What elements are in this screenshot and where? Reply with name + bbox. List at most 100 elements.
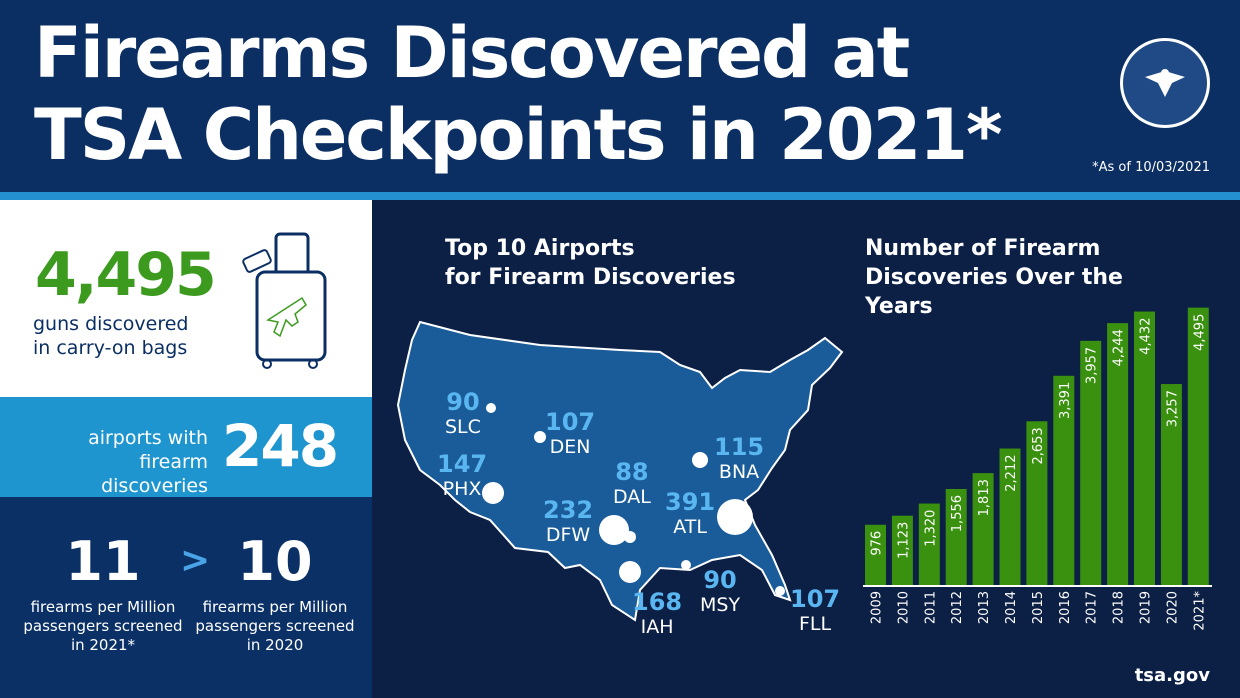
map-title: Top 10 Airports for Firearm Discoveries bbox=[445, 234, 736, 292]
bar-value-label: 976 bbox=[870, 531, 885, 556]
bar-2016 bbox=[1053, 375, 1075, 585]
rate-2021-caption: firearms per Million passengers screened i… bbox=[18, 598, 188, 655]
airport-count: 232 bbox=[543, 496, 594, 524]
x-tick-label: 2010 bbox=[896, 591, 911, 624]
bar-value-label: 3,257 bbox=[1165, 390, 1180, 427]
as-of-note: *As of 10/03/2021 bbox=[1092, 160, 1210, 175]
bar-2019 bbox=[1134, 311, 1155, 585]
airport-marker-bna bbox=[692, 452, 708, 468]
caption-line: passengers screened bbox=[23, 617, 183, 635]
airport-code: PHX bbox=[442, 478, 482, 500]
caption-line: firearms per Million bbox=[202, 598, 348, 616]
airport-code: DFW bbox=[545, 524, 591, 546]
caption-line: airports with bbox=[88, 427, 208, 449]
airport-count: 90 bbox=[446, 388, 480, 416]
airports-count: 248 bbox=[222, 412, 339, 480]
airport-label-fll: 107 FLL bbox=[790, 587, 840, 637]
rate-panel bbox=[0, 497, 372, 698]
bar-value-label: 4,495 bbox=[1192, 314, 1207, 351]
title-line: Top 10 Airports bbox=[445, 236, 635, 261]
bar-value-label: 1,556 bbox=[950, 495, 965, 532]
rate-2020-caption: firearms per Million passengers screened i… bbox=[190, 598, 360, 655]
airport-label-atl: 391 ATL bbox=[665, 490, 715, 540]
bar-2017 bbox=[1080, 340, 1102, 585]
footer-url[interactable]: tsa.gov bbox=[1134, 665, 1210, 686]
airport-marker-dfw bbox=[599, 515, 629, 545]
airport-label-msy: 90 MSY bbox=[700, 568, 740, 618]
airport-marker-iah bbox=[619, 561, 641, 583]
airport-marker-fll bbox=[775, 586, 785, 596]
bar-value-label: 3,957 bbox=[1085, 347, 1100, 384]
airport-count: 115 bbox=[714, 433, 765, 461]
airports-caption: airports with firearm discoveries bbox=[30, 426, 208, 498]
airport-code: ATL bbox=[673, 516, 707, 538]
x-tick-label: 2020 bbox=[1165, 591, 1180, 624]
rate-2020: 10 bbox=[237, 530, 313, 593]
bar-2020 bbox=[1160, 384, 1182, 585]
x-tick-label: 2018 bbox=[1112, 591, 1127, 624]
page-title: Firearms Discovered at TSA Checkpoints in… bbox=[34, 12, 1003, 176]
x-tick-label: 2021* bbox=[1192, 591, 1207, 631]
bar-value-label: 1,123 bbox=[896, 522, 911, 559]
caption-line: in 2020 bbox=[246, 636, 304, 654]
airport-code: IAH bbox=[640, 616, 674, 638]
bar-2009 bbox=[865, 524, 886, 585]
bar-2012 bbox=[945, 488, 967, 585]
bar-chart: 976 2009 1,123 2010 1,320 2011 1,556 2012 1,813 2… bbox=[863, 307, 1212, 631]
airport-marker-den bbox=[534, 431, 546, 443]
caption-line: firearms per Million bbox=[30, 598, 176, 616]
bar-2013 bbox=[972, 473, 994, 585]
bar-value-label: 2,653 bbox=[1031, 427, 1046, 464]
x-tick-label: 2012 bbox=[950, 591, 965, 624]
airport-label-den: 107 DEN bbox=[545, 410, 595, 460]
divider bbox=[0, 192, 1240, 200]
tsa-seal-logo bbox=[1120, 38, 1210, 128]
bar-value-label: 4,432 bbox=[1139, 318, 1154, 355]
airport-code: MSY bbox=[700, 594, 741, 616]
bar-value-label: 4,244 bbox=[1112, 329, 1127, 366]
x-tick-label: 2019 bbox=[1139, 591, 1154, 624]
airport-marker-phx bbox=[482, 482, 504, 504]
chart-title: Number of Firearm Discoveries Over the Y… bbox=[865, 236, 1123, 319]
bar-value-label: 3,391 bbox=[1058, 382, 1073, 419]
bar-2018 bbox=[1107, 323, 1129, 585]
title-line: for Firearm Discoveries bbox=[445, 265, 736, 290]
airport-label-dfw: 232 DFW bbox=[543, 498, 593, 548]
airport-count: 90 bbox=[703, 566, 737, 594]
x-tick-label: 2009 bbox=[870, 591, 885, 624]
x-tick-label: 2011 bbox=[923, 591, 938, 624]
bar-2015 bbox=[1026, 421, 1048, 585]
caption-line: in 2021* bbox=[70, 636, 136, 654]
airport-count: 107 bbox=[790, 585, 841, 613]
airport-code: BNA bbox=[718, 461, 760, 483]
airport-count: 391 bbox=[665, 488, 716, 516]
airport-code: FLL bbox=[799, 613, 832, 635]
caption-line: passengers screened bbox=[195, 617, 355, 635]
airport-marker-atl bbox=[717, 499, 753, 535]
caption-line: firearm discoveries bbox=[101, 451, 208, 497]
bar-value-label: 1,813 bbox=[977, 479, 992, 516]
x-tick-label: 2017 bbox=[1085, 591, 1100, 624]
bar-value-label: 2,212 bbox=[1004, 455, 1019, 492]
airports-panel bbox=[0, 397, 372, 497]
x-tick-label: 2016 bbox=[1058, 591, 1073, 624]
guns-count: 4,495 bbox=[35, 240, 217, 310]
guns-caption: guns discovered in carry-on bags bbox=[33, 312, 188, 360]
airport-count: 88 bbox=[615, 458, 649, 486]
caption-line: guns discovered bbox=[33, 313, 189, 335]
us-outline bbox=[396, 320, 844, 622]
airport-code: SLC bbox=[445, 416, 481, 438]
bar-2014 bbox=[999, 448, 1021, 585]
x-tick-label: 2013 bbox=[977, 591, 992, 624]
airport-label-phx: 147 PHX bbox=[437, 452, 487, 502]
title-line-2: TSA Checkpoints in 2021* bbox=[34, 94, 1003, 176]
title-line-1: Firearms Discovered at bbox=[34, 12, 910, 94]
rate-2021: 11 bbox=[65, 530, 141, 593]
x-tick-label: 2015 bbox=[1031, 591, 1046, 624]
header bbox=[0, 0, 1240, 192]
x-tick-label: 2014 bbox=[1004, 591, 1019, 624]
airport-label-bna: 115 BNA bbox=[714, 435, 764, 485]
airport-count: 107 bbox=[545, 408, 596, 436]
airport-code: DAL bbox=[613, 486, 651, 508]
